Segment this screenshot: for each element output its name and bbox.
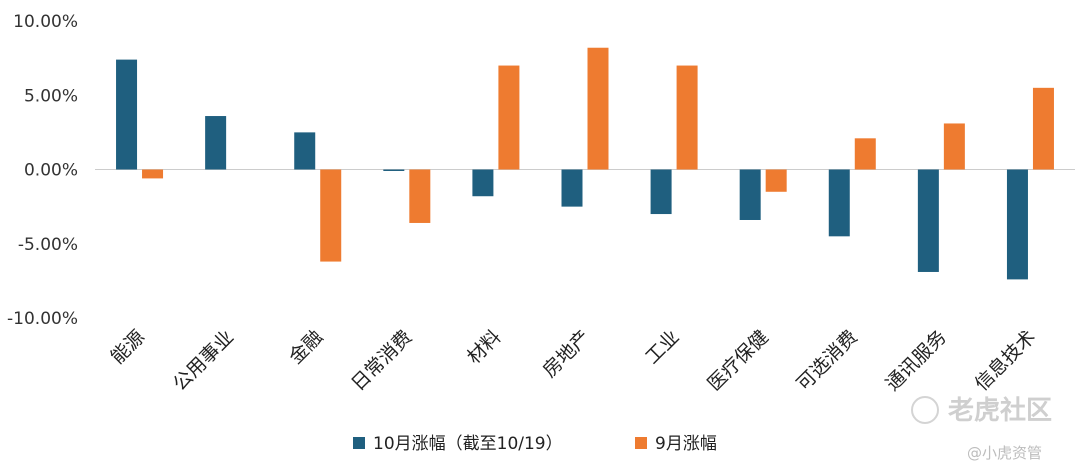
bar-october-9 <box>917 169 939 272</box>
y-axis-ticks: 10.00% 5.00% 0.00% -5.00% -10.00% <box>7 12 78 329</box>
y-tick-label: -5.00% <box>18 235 78 255</box>
bar-september-7 <box>765 169 787 192</box>
legend-swatch-september <box>635 437 647 449</box>
legend: 10月涨幅（截至10/19） 9月涨幅 <box>353 434 717 454</box>
y-tick-label: -10.00% <box>7 309 78 329</box>
bar-october-6 <box>650 169 672 215</box>
x-tick-label: 能源 <box>107 326 149 368</box>
x-tick-label: 材料 <box>463 326 505 368</box>
tiger-logo-icon <box>911 396 939 424</box>
bar-october-1 <box>205 116 227 170</box>
x-axis-ticks: 能源 公用事业 金融 日常消费 材料 房地产 工业 医疗保健 可选消费 通讯服务 信息技术 <box>107 326 1040 395</box>
x-tick-label: 公用事业 <box>169 326 238 395</box>
bar-september-8 <box>854 138 876 170</box>
bar-october-10 <box>1006 169 1028 280</box>
bar-october-8 <box>828 169 850 237</box>
x-tick-label: 金融 <box>285 326 327 368</box>
bar-september-9 <box>943 123 965 170</box>
bar-october-3 <box>383 169 405 171</box>
bar-october-4 <box>472 169 494 197</box>
x-tick-label: 信息技术 <box>971 326 1040 395</box>
x-tick-label: 通讯服务 <box>882 326 951 395</box>
x-tick-label: 日常消费 <box>347 326 416 395</box>
x-tick-label: 房地产 <box>539 326 595 382</box>
y-tick-label: 10.00% <box>13 12 78 32</box>
bar-september-10 <box>1032 87 1054 170</box>
y-tick-label: 0.00% <box>24 161 78 181</box>
bar-october-0 <box>116 59 138 170</box>
watermark: 老虎社区 @小虎资管 <box>911 395 1052 462</box>
bar-september-2 <box>320 169 342 262</box>
bar-october-7 <box>739 169 761 220</box>
x-tick-label: 医疗保健 <box>703 326 772 395</box>
bar-september-0 <box>142 169 164 179</box>
bar-september-6 <box>676 65 698 170</box>
bar-september-4 <box>498 65 520 170</box>
bar-september-5 <box>587 47 609 170</box>
bar-september-3 <box>409 169 431 223</box>
bar-october-5 <box>561 169 583 207</box>
bars <box>116 47 1054 280</box>
x-tick-label: 工业 <box>641 326 683 368</box>
y-tick-label: 5.00% <box>24 86 78 106</box>
legend-swatch-october <box>353 437 365 449</box>
legend-label-october: 10月涨幅（截至10/19） <box>373 434 563 454</box>
legend-label-september: 9月涨幅 <box>655 434 717 454</box>
x-tick-label: 可选消费 <box>793 326 862 395</box>
watermark-brand: 老虎社区 <box>948 395 1052 426</box>
bar-october-2 <box>294 132 316 170</box>
watermark-handle: @小虎资管 <box>967 444 1042 462</box>
